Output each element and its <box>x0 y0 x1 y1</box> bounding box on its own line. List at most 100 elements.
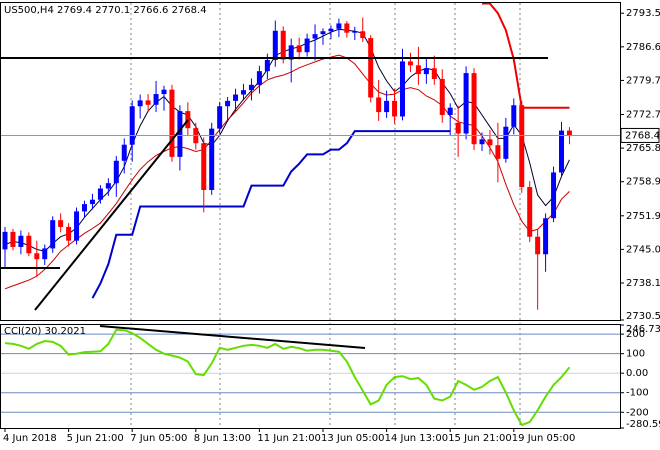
x-tick-label: 19 Jun 05:00 <box>512 433 576 444</box>
candle-body <box>543 218 549 255</box>
y-tick-label: 2786.6 <box>626 42 660 53</box>
candle-body <box>320 31 326 35</box>
candle-body <box>535 236 541 255</box>
candle-body <box>241 90 246 95</box>
y-tick-label: 2779.7 <box>626 75 660 86</box>
cci-tick-label: -100 <box>626 388 649 399</box>
candle-body <box>336 23 342 29</box>
candle-body <box>105 183 111 189</box>
cci-trend-line <box>99 325 366 349</box>
candle-body <box>288 45 294 60</box>
x-tick-label: 15 Jun 21:00 <box>448 433 512 444</box>
candle-body <box>66 226 72 241</box>
chart-header: US500,H4 2769.4 2770.1 2766.6 2768.4 <box>4 5 207 16</box>
candle-body <box>264 59 270 72</box>
candle-body <box>447 107 453 115</box>
y-tick-label: 2751.9 <box>626 211 660 222</box>
candle-body <box>209 128 215 190</box>
cci-line <box>4 328 571 427</box>
candle-body <box>217 106 223 129</box>
last-high: 2770.1 <box>95 5 130 16</box>
x-tick-label: 13 Jun 05:00 <box>321 433 385 444</box>
cci-name: CCI(20) <box>4 326 42 337</box>
candle-body <box>455 122 461 134</box>
candle-body <box>407 61 413 66</box>
cci-tick-label: 100 <box>626 349 645 360</box>
candle-body <box>10 231 16 247</box>
cci-header: CCI(20) 30.2021 <box>4 326 86 337</box>
candle-body <box>129 106 135 145</box>
trend-lines <box>0 57 548 349</box>
candle-body <box>113 160 119 184</box>
x-tick-label: 7 Jun 05:00 <box>130 433 187 444</box>
candle-body <box>50 220 56 249</box>
candle-body <box>503 126 509 159</box>
candle-body <box>169 89 175 157</box>
cci-tick-label: 0.00 <box>626 368 648 379</box>
cci-tick-label: 200 <box>626 329 645 340</box>
y-tick-label: 2765.8 <box>626 143 660 154</box>
candle-body <box>2 231 8 250</box>
x-tick-label: 4 Jun 2018 <box>3 433 57 444</box>
candle-body <box>352 31 358 33</box>
candle-body <box>559 130 564 173</box>
candle-body <box>519 105 525 188</box>
candle-body <box>431 68 437 79</box>
y-tick-label: 2758.9 <box>626 177 660 188</box>
y-tick-label: 2772.7 <box>626 110 660 121</box>
candle-body <box>463 73 469 134</box>
candle-body <box>423 68 429 75</box>
overlay-line <box>91 130 451 299</box>
candle-body <box>487 139 493 146</box>
x-tick-label: 5 Jun 21:00 <box>67 433 124 444</box>
candle-body <box>248 84 254 91</box>
y-tick-label: 2793.5 <box>626 8 660 19</box>
overlay-line <box>482 3 570 109</box>
candle-body <box>18 235 24 247</box>
candle-body <box>495 145 501 159</box>
candle-body <box>344 23 350 33</box>
candle-body <box>551 172 557 219</box>
candle-body <box>58 220 64 227</box>
day-separators <box>130 3 521 428</box>
x-tick-label: 11 Jun 21:00 <box>257 433 321 444</box>
candle-body <box>121 144 127 161</box>
candle-body <box>137 100 143 107</box>
y-tick-label: 2730.5 <box>626 311 660 322</box>
symbol: US500,H4 <box>4 5 54 16</box>
last-low: 2766.6 <box>133 5 168 16</box>
cci-tick-label: -280.598 <box>626 419 660 430</box>
x-tick-label: 14 Jun 13:00 <box>385 433 449 444</box>
candle-body <box>360 31 366 39</box>
cci-frame <box>0 324 621 429</box>
candle-body <box>201 143 207 190</box>
candle-body <box>82 204 87 212</box>
price-panel <box>0 3 620 310</box>
y-tick-label: 2738.1 <box>626 278 660 289</box>
candle-body <box>566 130 572 136</box>
candle-body <box>527 187 533 237</box>
axes: 2793.5 2786.6 2779.7 2772.7 2765.8 2758.9 2751… <box>3 8 660 444</box>
candle-body <box>97 188 103 200</box>
candle-body <box>312 34 318 39</box>
cci-tick-label: -200 <box>626 407 649 418</box>
candle-body <box>177 111 183 157</box>
price-frame <box>0 2 621 321</box>
candle-body <box>384 100 390 113</box>
candle-body <box>74 211 80 241</box>
candle-body <box>471 73 477 145</box>
candle-body <box>376 97 382 113</box>
last-close: 2768.4 <box>172 5 207 16</box>
cci-tick-label: 246.7385 <box>626 324 660 335</box>
current-price-label: 2768.4 <box>625 130 660 141</box>
candle-body <box>26 235 32 254</box>
candle-body <box>280 30 286 60</box>
candle-body <box>304 38 310 53</box>
candle-body <box>42 248 48 260</box>
last-open: 2769.4 <box>57 5 92 16</box>
candle-body <box>225 100 231 107</box>
candle-body <box>439 78 445 115</box>
candle-body <box>185 111 191 129</box>
